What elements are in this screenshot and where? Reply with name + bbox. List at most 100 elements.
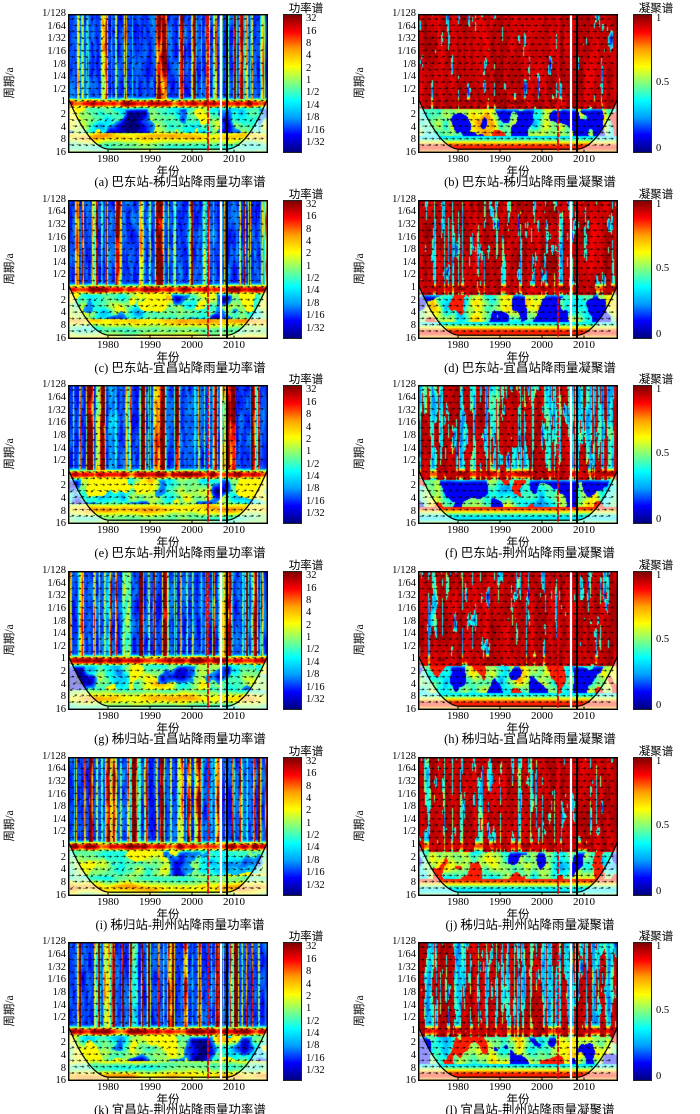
colorbar-tick-label: 1/2	[306, 644, 320, 656]
y-tick-label: 4	[410, 493, 416, 505]
colorbar-tick-label: 1/4	[306, 99, 320, 111]
y-tick-label: 1/128	[42, 8, 66, 19]
y-tick-label: 1/8	[402, 58, 416, 70]
colorbar-tick-label: 4	[306, 978, 312, 990]
y-tick-label: 1	[410, 1024, 416, 1036]
y-tick-label: 1/64	[397, 577, 416, 589]
y-tick-label: 16	[405, 889, 417, 901]
y-tick-label: 1/2	[402, 269, 416, 281]
colorbar-tick-label: 8	[306, 37, 312, 49]
y-tick-label: 1/8	[402, 244, 416, 256]
y-tick-label: 1/16	[397, 231, 416, 243]
y-tick-label: 2	[410, 851, 416, 863]
wavelet-panel-l: 周期/a 1/128 1/64 1/32 1/16 1/8 1/4 1/2 1 2 4 8 16 19…	[350, 928, 700, 1114]
colorbar-gradient	[283, 571, 302, 710]
y-tick-label: 8	[410, 134, 416, 146]
y-tick-label: 2	[410, 294, 416, 306]
y-tick-label: 4	[60, 864, 66, 876]
y-tick-label: 16	[405, 518, 417, 530]
colorbar-tick-label: 1/32	[306, 693, 325, 705]
colorbar-gradient	[633, 571, 652, 710]
x-tick-label: 2010	[573, 524, 595, 537]
colorbar-tick-label: 8	[306, 409, 312, 421]
x-tick-label: 1980	[97, 524, 119, 537]
y-tick-label: 8	[60, 691, 66, 703]
y-tick-label: 2	[60, 1037, 66, 1049]
x-tick-label: 2010	[223, 153, 245, 165]
x-axis-title: 年份	[156, 1094, 180, 1107]
y-tick-label: 1/64	[47, 577, 66, 589]
wavelet-panel-d: 周期/a 1/128 1/64 1/32 1/16 1/8 1/4 1/2 1 2 4 8 16 19…	[350, 186, 700, 375]
y-tick-label: 1/32	[47, 775, 66, 787]
colorbar-title: 功率谱	[288, 560, 324, 572]
y-tick-label: 16	[55, 332, 67, 344]
colorbar-tick-label: 2	[306, 433, 312, 445]
y-tick-label: 1	[60, 467, 66, 479]
y-tick-label: 4	[60, 121, 66, 133]
colorbar-tick-label: 1	[656, 570, 662, 582]
y-tick-label: 1/128	[392, 565, 416, 576]
panel-caption: (j) 秭归站-荆州站降雨量凝聚谱	[445, 917, 615, 932]
colorbar-tick-label: 1/16	[306, 867, 325, 879]
y-tick-label: 16	[405, 1075, 417, 1087]
y-tick-label: 1/2	[52, 1012, 66, 1024]
colorbar-tick-label: 1/4	[306, 471, 320, 483]
y-tick-label: 1/128	[42, 193, 66, 205]
wavelet-panel-k: 周期/a 1/128 1/64 1/32 1/16 1/8 1/4 1/2 1 2 4 8 16 19…	[0, 928, 350, 1114]
y-tick-label: 16	[405, 704, 417, 715]
colorbar-tick-label: 0	[656, 514, 662, 526]
y-tick-label: 1/8	[52, 58, 66, 70]
y-tick-label: 1/32	[47, 218, 66, 230]
wavelet-spectrogram-canvas	[68, 385, 268, 525]
y-tick-label: 4	[410, 1050, 416, 1062]
x-tick-label: 1990	[139, 338, 161, 351]
y-tick-label: 4	[60, 307, 66, 319]
colorbar-tick-label: 0	[656, 885, 662, 897]
x-axis-title: 年份	[156, 351, 180, 364]
y-tick-label: 1/16	[397, 417, 416, 429]
colorbar-title: 凝聚谱	[638, 3, 674, 15]
colorbar-title: 凝聚谱	[638, 374, 674, 387]
wavelet-panel-h: 周期/a 1/128 1/64 1/32 1/16 1/8 1/4 1/2 1 2 4 8 16 19…	[350, 557, 700, 746]
x-tick-label: 1990	[139, 1081, 161, 1094]
x-tick-label: 2000	[181, 710, 203, 722]
y-tick-label: 1/16	[47, 231, 66, 243]
colorbar-tick-label: 4	[306, 50, 312, 62]
colorbar-tick-label: 1/16	[306, 495, 325, 507]
x-tick-label: 1990	[139, 710, 161, 722]
x-tick-label: 2010	[573, 710, 595, 722]
wavelet-panel-c: 周期/a 1/128 1/64 1/32 1/16 1/8 1/4 1/2 1 2 4 8 16 19…	[0, 186, 350, 375]
colorbar-gradient	[633, 756, 652, 896]
y-tick-label: 2	[60, 666, 66, 678]
x-tick-label: 1980	[97, 1081, 119, 1094]
y-tick-label: 1/4	[52, 628, 66, 640]
x-tick-label: 2010	[573, 153, 595, 165]
y-tick-label: 4	[410, 678, 416, 690]
colorbar-tick-label: 1/8	[306, 1040, 320, 1052]
colorbar-title: 凝聚谱	[638, 188, 674, 201]
y-tick-label: 2	[60, 851, 66, 863]
colorbar-tick-label: 1	[656, 198, 662, 210]
colorbar-tick-label: 1/8	[306, 297, 320, 309]
colorbar-tick-label: 1/2	[306, 458, 320, 470]
x-axis-title: 年份	[156, 537, 180, 550]
colorbar-gradient	[283, 385, 302, 525]
colorbar-gradient	[633, 199, 652, 339]
x-tick-label: 2000	[531, 524, 553, 537]
colorbar-tick-label: 1	[306, 632, 312, 644]
y-tick-label: 16	[55, 889, 67, 901]
colorbar-tick-label: 1/32	[306, 322, 325, 334]
y-tick-label: 1/16	[397, 788, 416, 800]
x-axis-title: 年份	[156, 908, 180, 921]
y-tick-label: 8	[60, 877, 66, 889]
colorbar-title: 功率谱	[288, 188, 324, 201]
y-tick-label: 1/2	[52, 640, 66, 652]
x-axis-title: 年份	[156, 723, 180, 735]
colorbar-tick-label: 4	[306, 607, 312, 619]
y-tick-label: 1	[410, 467, 416, 479]
y-tick-label: 1/2	[52, 455, 66, 467]
y-tick-label: 1/2	[52, 826, 66, 838]
y-tick-label: 1/128	[392, 193, 416, 205]
y-tick-label: 1/16	[397, 45, 416, 57]
colorbar-tick-label: 8	[306, 594, 312, 606]
